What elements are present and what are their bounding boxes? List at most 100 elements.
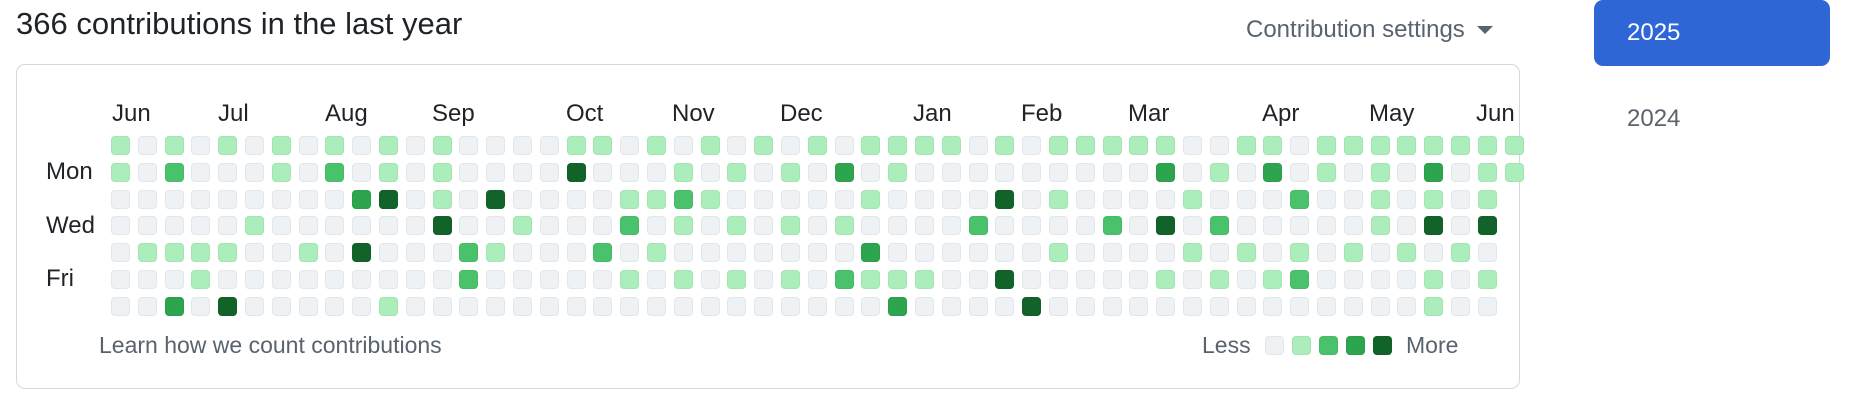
contribution-day-cell[interactable] (111, 297, 130, 316)
contribution-day-cell[interactable] (1103, 190, 1122, 209)
contribution-day-cell[interactable] (1022, 190, 1041, 209)
contribution-day-cell[interactable] (593, 297, 612, 316)
contribution-day-cell[interactable] (433, 136, 452, 155)
contribution-day-cell[interactable] (245, 136, 264, 155)
contribution-day-cell[interactable] (1156, 297, 1175, 316)
contribution-day-cell[interactable] (406, 216, 425, 235)
contribution-day-cell[interactable] (1022, 270, 1041, 289)
contribution-day-cell[interactable] (379, 190, 398, 209)
contribution-day-cell[interactable] (1237, 136, 1256, 155)
contribution-day-cell[interactable] (701, 216, 720, 235)
contribution-day-cell[interactable] (459, 270, 478, 289)
contribution-day-cell[interactable] (1263, 163, 1282, 182)
contribution-day-cell[interactable] (1505, 136, 1524, 155)
contribution-day-cell[interactable] (1022, 216, 1041, 235)
contribution-day-cell[interactable] (1451, 136, 1470, 155)
contribution-day-cell[interactable] (674, 297, 693, 316)
contribution-day-cell[interactable] (1129, 270, 1148, 289)
contribution-day-cell[interactable] (942, 190, 961, 209)
contribution-day-cell[interactable] (835, 243, 854, 262)
contribution-day-cell[interactable] (835, 190, 854, 209)
contribution-day-cell[interactable] (406, 163, 425, 182)
contribution-day-cell[interactable] (486, 136, 505, 155)
contribution-day-cell[interactable] (138, 190, 157, 209)
contribution-day-cell[interactable] (379, 243, 398, 262)
contribution-day-cell[interactable] (1237, 297, 1256, 316)
contribution-day-cell[interactable] (1103, 163, 1122, 182)
contribution-day-cell[interactable] (1049, 243, 1068, 262)
contribution-day-cell[interactable] (191, 190, 210, 209)
contribution-day-cell[interactable] (995, 243, 1014, 262)
contribution-day-cell[interactable] (540, 163, 559, 182)
contribution-day-cell[interactable] (111, 163, 130, 182)
contribution-day-cell[interactable] (593, 136, 612, 155)
contribution-day-cell[interactable] (165, 163, 184, 182)
contribution-day-cell[interactable] (1451, 190, 1470, 209)
contribution-day-cell[interactable] (272, 297, 291, 316)
contribution-day-cell[interactable] (701, 270, 720, 289)
contribution-day-cell[interactable] (861, 216, 880, 235)
contribution-day-cell[interactable] (325, 270, 344, 289)
contribution-day-cell[interactable] (433, 297, 452, 316)
contribution-day-cell[interactable] (406, 190, 425, 209)
contribution-day-cell[interactable] (888, 163, 907, 182)
contribution-day-cell[interactable] (754, 270, 773, 289)
contribution-day-cell[interactable] (861, 190, 880, 209)
contribution-day-cell[interactable] (218, 136, 237, 155)
contribution-day-cell[interactable] (1210, 270, 1229, 289)
contribution-day-cell[interactable] (1129, 190, 1148, 209)
contribution-day-cell[interactable] (781, 216, 800, 235)
contribution-day-cell[interactable] (1210, 216, 1229, 235)
contribution-day-cell[interactable] (1290, 297, 1309, 316)
contribution-day-cell[interactable] (1397, 216, 1416, 235)
contribution-day-cell[interactable] (1263, 243, 1282, 262)
contribution-day-cell[interactable] (1451, 163, 1470, 182)
contribution-day-cell[interactable] (1156, 243, 1175, 262)
contribution-day-cell[interactable] (995, 136, 1014, 155)
contribution-day-cell[interactable] (299, 163, 318, 182)
contribution-day-cell[interactable] (1317, 297, 1336, 316)
contribution-day-cell[interactable] (567, 163, 586, 182)
contribution-day-cell[interactable] (486, 163, 505, 182)
contribution-day-cell[interactable] (379, 136, 398, 155)
contribution-day-cell[interactable] (620, 190, 639, 209)
contribution-day-cell[interactable] (942, 163, 961, 182)
contribution-day-cell[interactable] (406, 297, 425, 316)
contribution-day-cell[interactable] (325, 136, 344, 155)
contribution-day-cell[interactable] (1451, 243, 1470, 262)
contribution-day-cell[interactable] (459, 243, 478, 262)
contribution-day-cell[interactable] (1237, 190, 1256, 209)
contribution-day-cell[interactable] (1183, 190, 1202, 209)
contribution-day-cell[interactable] (272, 270, 291, 289)
contribution-day-cell[interactable] (1183, 243, 1202, 262)
contribution-day-cell[interactable] (138, 216, 157, 235)
contribution-day-cell[interactable] (808, 270, 827, 289)
contribution-day-cell[interactable] (111, 190, 130, 209)
contribution-day-cell[interactable] (1129, 243, 1148, 262)
contribution-day-cell[interactable] (138, 270, 157, 289)
contribution-day-cell[interactable] (1263, 190, 1282, 209)
contribution-day-cell[interactable] (1371, 163, 1390, 182)
contribution-day-cell[interactable] (513, 163, 532, 182)
contribution-day-cell[interactable] (406, 136, 425, 155)
contribution-day-cell[interactable] (272, 163, 291, 182)
contribution-day-cell[interactable] (540, 216, 559, 235)
contribution-day-cell[interactable] (1022, 163, 1041, 182)
contribution-day-cell[interactable] (299, 136, 318, 155)
contribution-day-cell[interactable] (486, 270, 505, 289)
contribution-day-cell[interactable] (727, 190, 746, 209)
contribution-day-cell[interactable] (754, 136, 773, 155)
contribution-day-cell[interactable] (1424, 190, 1443, 209)
contribution-day-cell[interactable] (111, 270, 130, 289)
contribution-day-cell[interactable] (727, 136, 746, 155)
contribution-day-cell[interactable] (1344, 297, 1363, 316)
contribution-day-cell[interactable] (1478, 190, 1497, 209)
contribution-day-cell[interactable] (1103, 270, 1122, 289)
contribution-day-cell[interactable] (379, 216, 398, 235)
contribution-day-cell[interactable] (942, 216, 961, 235)
contribution-day-cell[interactable] (754, 163, 773, 182)
contribution-day-cell[interactable] (406, 270, 425, 289)
contribution-day-cell[interactable] (593, 216, 612, 235)
contribution-day-cell[interactable] (1424, 243, 1443, 262)
contribution-day-cell[interactable] (888, 297, 907, 316)
